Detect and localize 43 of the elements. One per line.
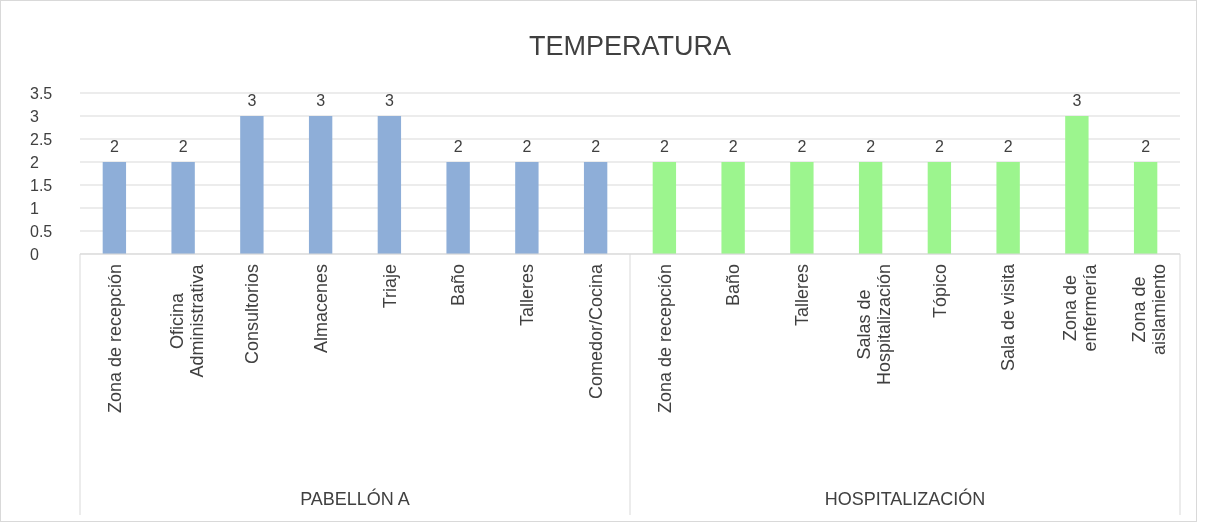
x-tick-label: Oficina Administrativa <box>166 263 207 378</box>
data-label: 2 <box>109 138 119 155</box>
y-tick-label: 3.5 <box>30 84 53 102</box>
y-tick-label: 1 <box>30 199 39 217</box>
data-label: 3 <box>247 92 257 109</box>
chart-title: TEMPERATURA <box>528 31 732 61</box>
x-tick-label: Comedor/Cocina <box>585 263 606 400</box>
y-tick-label: 2.5 <box>30 130 53 148</box>
data-label: 3 <box>1072 92 1082 109</box>
data-label: 2 <box>866 138 876 155</box>
x-tick-label: Almacenes <box>310 264 331 354</box>
x-tick-label: Tópico <box>929 264 950 319</box>
x-tick-label: Baño <box>723 264 744 307</box>
x-tick-label: Consultorios <box>242 264 263 365</box>
y-tick-label: 0.5 <box>30 222 53 240</box>
y-tick-label: 0 <box>30 245 39 263</box>
x-tick-label: Baño <box>448 264 469 307</box>
x-tick-label: Triaje <box>379 264 400 309</box>
data-label: 2 <box>591 138 601 155</box>
y-tick-label: 3 <box>30 107 39 125</box>
data-label: 2 <box>1141 138 1151 155</box>
x-tick-label: Salas de Hospitalización <box>854 264 895 386</box>
y-tick-label: 1.5 <box>30 176 53 194</box>
x-tick-label: Sala de visita <box>998 263 1019 372</box>
x-tick-label: Zona de aislamiento <box>1129 264 1170 356</box>
data-label: 2 <box>659 138 669 155</box>
data-label: 2 <box>728 138 738 155</box>
data-label: 3 <box>384 92 394 109</box>
data-label: 3 <box>316 92 326 109</box>
x-tick-label: Talleres <box>517 264 538 327</box>
text: HOSPITALIZACIÓN <box>824 488 986 509</box>
data-label: 2 <box>453 138 463 155</box>
x-tick-label: Zona de recepción <box>654 264 675 414</box>
data-label: 2 <box>797 138 807 155</box>
data-label: 2 <box>522 138 532 155</box>
text: PABELLÓN A <box>300 488 410 509</box>
y-tick-label: 2 <box>30 153 39 171</box>
x-tick-label: Talleres <box>792 264 813 327</box>
data-label: 2 <box>178 138 188 155</box>
x-tick-label: Zona de recepción <box>104 264 125 414</box>
x-tick-label: Zona de enfermería <box>1060 263 1101 352</box>
data-label: 2 <box>934 138 944 155</box>
data-label: 2 <box>1003 138 1013 155</box>
